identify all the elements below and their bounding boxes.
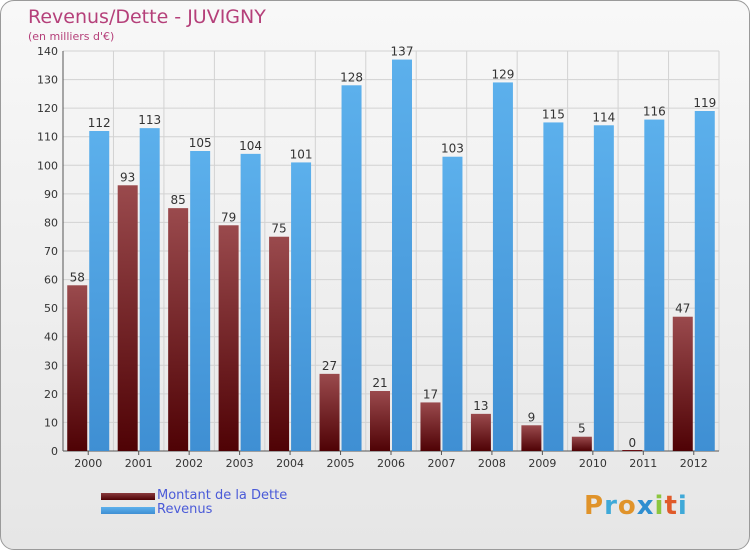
data-label-dette: 9: [528, 410, 536, 424]
bar-revenus: [543, 122, 564, 451]
x-tick-label: 2010: [579, 457, 607, 470]
data-label-revenus: 101: [290, 147, 313, 161]
data-label-dette: 58: [70, 270, 85, 284]
y-tick-label: 40: [44, 331, 58, 344]
bar-dette: [117, 185, 138, 452]
bar-revenus: [139, 128, 160, 451]
y-tick-label: 30: [44, 359, 58, 372]
y-tick-label: 50: [44, 302, 58, 315]
bar-dette: [420, 402, 441, 451]
bar-dette: [672, 316, 693, 451]
bar-dette: [218, 225, 239, 451]
bar-revenus: [492, 82, 513, 451]
data-label-revenus: 112: [88, 116, 111, 130]
bar-dette-zero: [622, 450, 643, 451]
data-labels: 58 93 85 79 75 27 21 17 13 9 5 0 47 112 113 105 104 101 12…: [70, 45, 717, 450]
data-label-dette: 27: [322, 359, 337, 373]
bar-revenus: [593, 125, 614, 452]
y-tick-label: 10: [44, 416, 58, 429]
x-tick-label: 2001: [125, 457, 153, 470]
x-tick-label: 2002: [175, 457, 203, 470]
x-tick-label: 2009: [528, 457, 556, 470]
x-tick-label: 2011: [629, 457, 657, 470]
logo-letter: t: [664, 491, 678, 521]
data-label-revenus: 137: [391, 45, 414, 59]
bar-dette: [470, 413, 491, 451]
y-tick-label: 70: [44, 245, 58, 258]
logo-letter: i: [677, 491, 688, 521]
bar-dette: [67, 285, 88, 451]
bar-revenus: [89, 131, 110, 451]
grid: [62, 50, 720, 451]
y-tick-label: 60: [44, 274, 58, 287]
bars: [67, 59, 715, 452]
legend-label-revenus: Revenus: [157, 502, 213, 517]
logo-letter: P: [584, 491, 605, 521]
data-label-revenus: 113: [138, 113, 161, 127]
bar-dette: [168, 208, 189, 451]
bar-revenus: [190, 151, 211, 451]
y-tick-label: 80: [44, 216, 58, 229]
logo-letter: x: [636, 491, 655, 521]
data-label-revenus: 105: [189, 136, 212, 150]
data-label-revenus: 104: [239, 139, 262, 153]
bar-revenus: [240, 153, 261, 451]
x-tick-label: 2000: [74, 457, 102, 470]
x-tick-label: 2007: [427, 457, 455, 470]
y-tick-label: 130: [37, 74, 58, 87]
data-label-dette: 5: [578, 422, 586, 436]
y-tick-label: 20: [44, 388, 58, 401]
bar-dette: [319, 373, 340, 451]
bar-revenus: [644, 119, 665, 452]
data-label-revenus: 115: [542, 107, 565, 121]
bar-revenus: [392, 59, 412, 451]
x-tick-label: 2008: [478, 457, 506, 470]
bar-dette: [370, 391, 390, 451]
x-tick-label: 2012: [680, 457, 708, 470]
data-label-dette: 0: [628, 436, 636, 450]
chart-title: Revenus/Dette - JUVIGNY: [28, 6, 266, 28]
bar-revenus: [291, 162, 312, 451]
data-label-dette: 79: [221, 210, 236, 224]
data-label-dette: 93: [120, 170, 135, 184]
legend-swatch-revenus: [101, 507, 155, 514]
data-label-revenus: 128: [340, 70, 363, 84]
logo-letter: i: [654, 491, 665, 521]
x-tick-label: 2005: [327, 457, 355, 470]
data-label-dette: 85: [171, 193, 186, 207]
data-label-dette: 17: [423, 387, 438, 401]
bar-dette: [521, 425, 542, 451]
proxiti-logo: Proxiti: [584, 491, 688, 521]
logo-letter: r: [604, 491, 618, 521]
x-tick-label: 2003: [226, 457, 254, 470]
y-tick-label: 120: [37, 102, 58, 115]
bar-dette: [571, 436, 592, 451]
data-label-dette: 75: [271, 222, 286, 236]
legend-label-dette: Montant de la Dette: [157, 488, 288, 503]
bar-revenus: [694, 111, 715, 451]
data-label-revenus: 119: [693, 96, 716, 110]
logo-letter: o: [617, 491, 637, 521]
y-tick-label: 140: [37, 45, 58, 58]
legend-swatch-dette: [101, 493, 155, 500]
y-tick-label: 90: [44, 188, 58, 201]
y-tick-label: 100: [37, 159, 58, 172]
x-tick-label: 2004: [276, 457, 304, 470]
data-label-dette: 13: [473, 399, 488, 413]
data-label-dette: 47: [675, 302, 690, 316]
data-label-revenus: 114: [592, 110, 615, 124]
data-label-revenus: 129: [491, 67, 514, 81]
x-tick-label: 2006: [377, 457, 405, 470]
data-label-revenus: 103: [441, 142, 464, 156]
y-tick-label: 0: [51, 445, 58, 458]
y-tick-label: 110: [37, 131, 58, 144]
data-label-dette: 21: [372, 376, 387, 390]
bar-revenus: [341, 85, 362, 452]
data-label-revenus: 116: [643, 105, 666, 119]
chart-subtitle: (en milliers d'€): [28, 30, 115, 43]
bar-revenus: [442, 156, 463, 451]
bar-dette: [269, 236, 290, 451]
